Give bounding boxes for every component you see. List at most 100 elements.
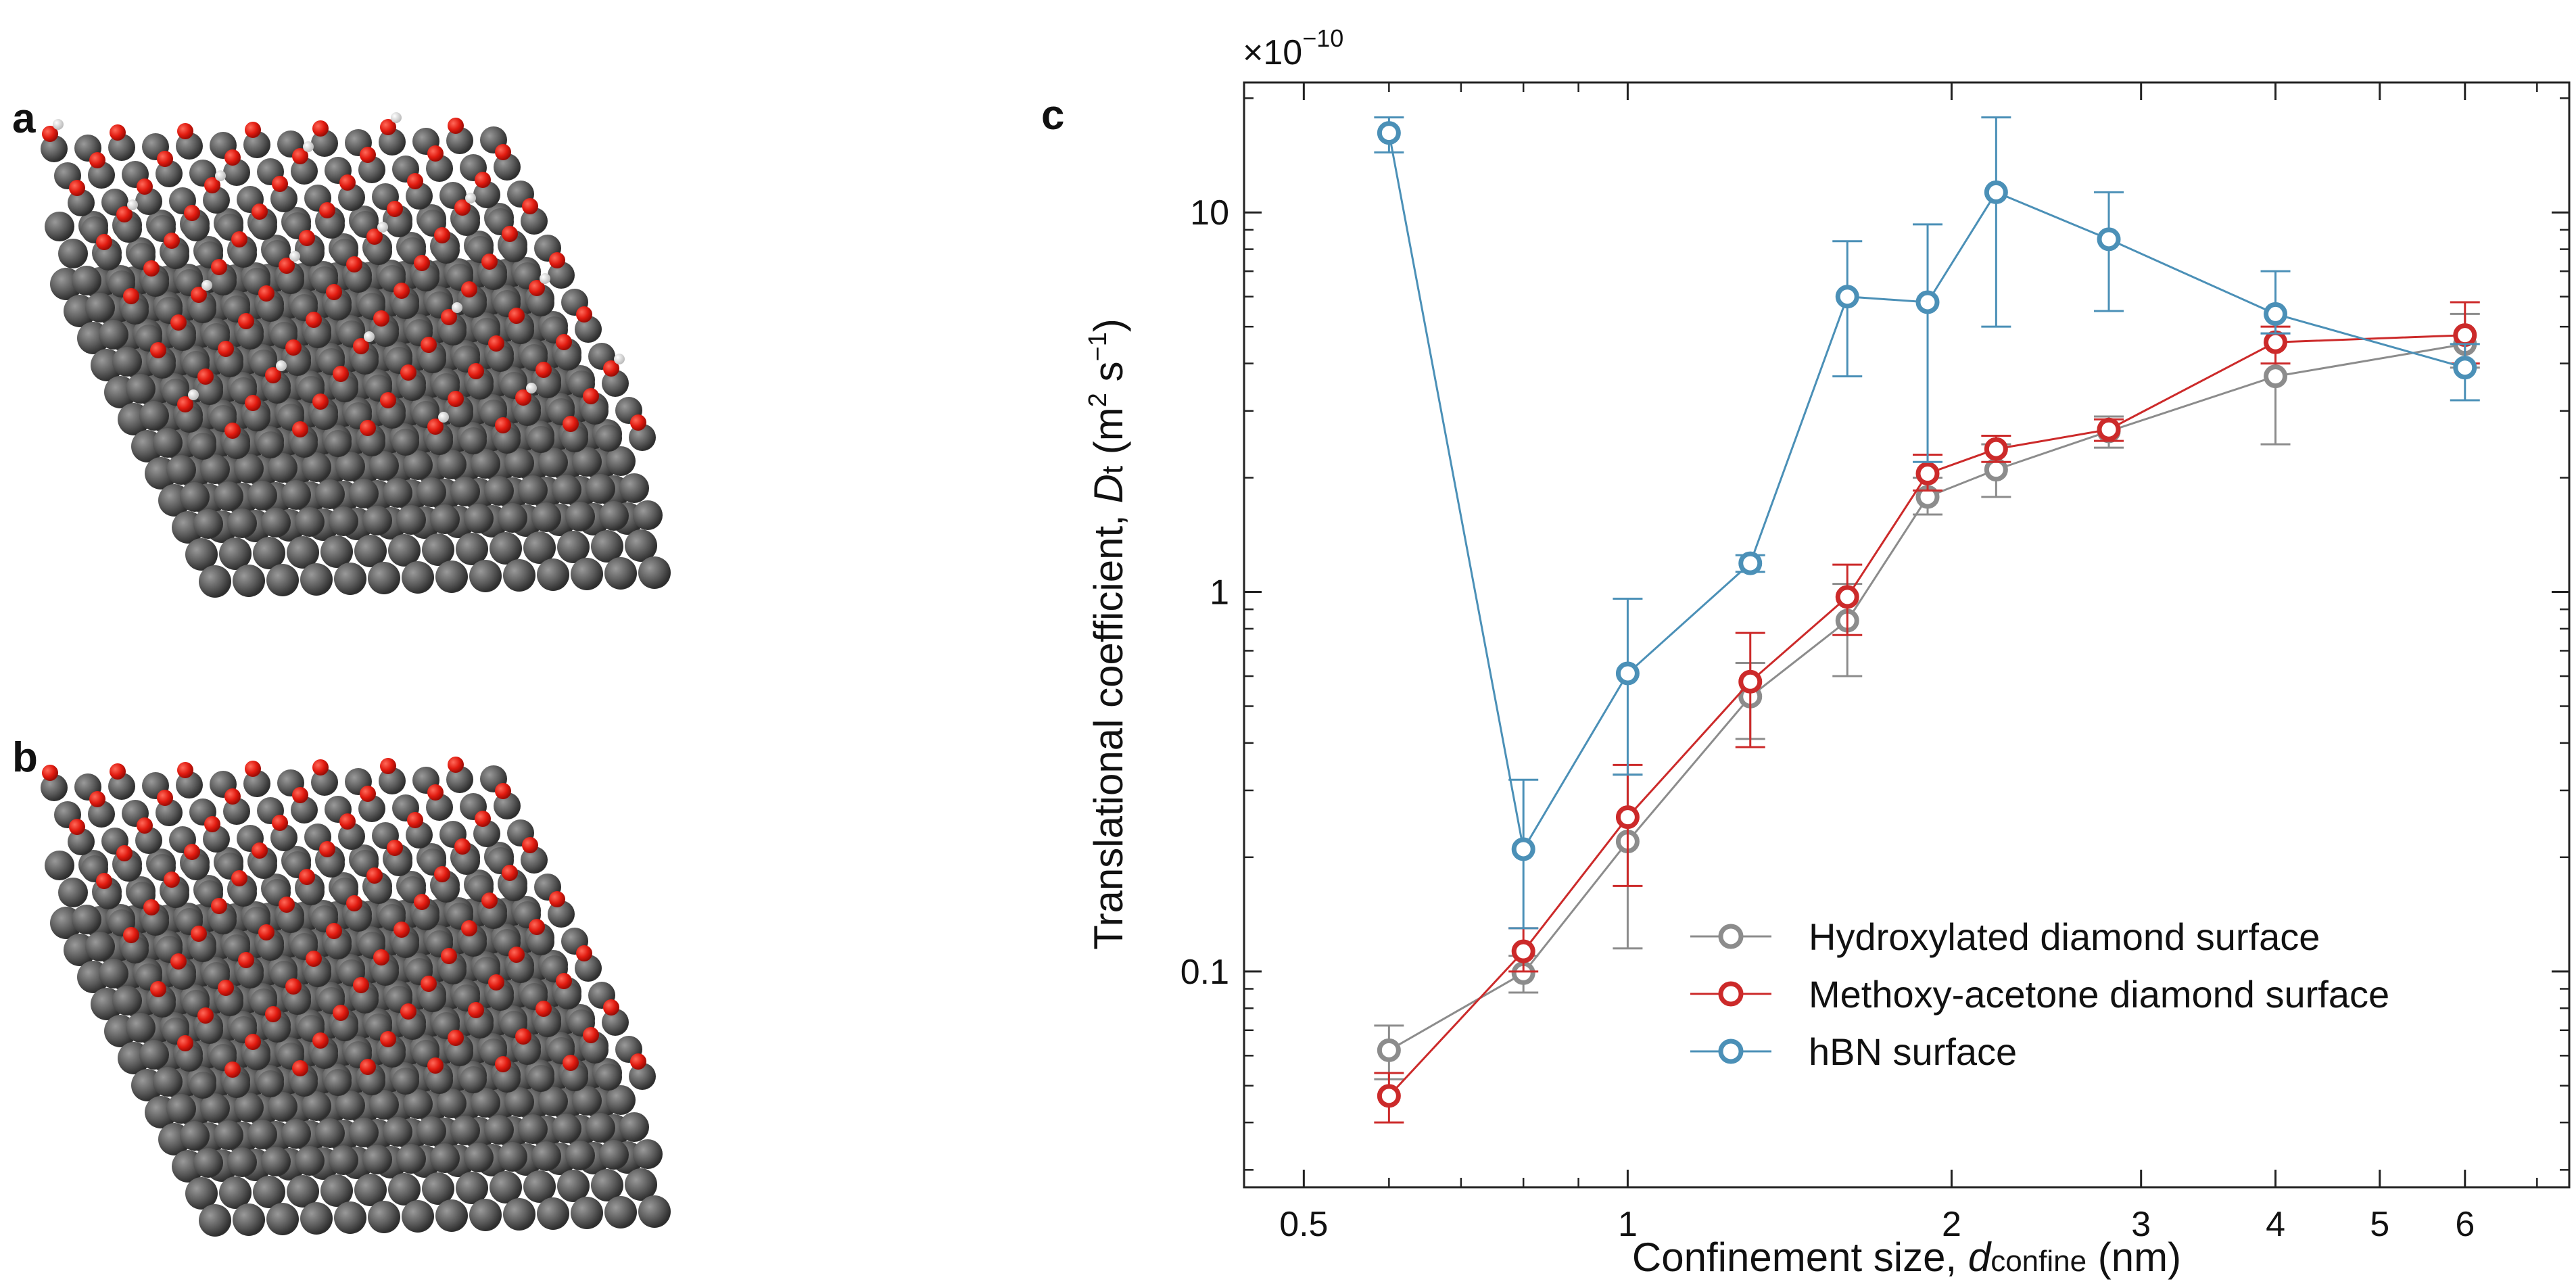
carbon-atom: [268, 453, 297, 483]
carbon-atom: [586, 1113, 615, 1143]
oxygen-atom: [400, 1003, 416, 1020]
carbon-atom: [169, 963, 196, 990]
carbon-atom: [257, 1070, 284, 1097]
carbon-atom: [223, 798, 250, 825]
carbon-atom: [595, 425, 622, 452]
series-1: [1374, 301, 2480, 1124]
data-point: [1511, 837, 1535, 861]
oxygen-atom: [333, 1005, 349, 1021]
carbon-atom: [297, 878, 325, 905]
carbon-atom: [214, 481, 243, 511]
oxygen-atom: [319, 202, 335, 218]
oxygen-atom: [515, 389, 531, 406]
carbon-atom: [270, 185, 297, 212]
carbon-atom: [176, 133, 203, 160]
carbon-atom: [487, 984, 514, 1011]
carbon-atom: [606, 1085, 636, 1115]
oxygen-atom: [184, 844, 200, 860]
carbon-atom: [247, 481, 277, 510]
oxygen-atom: [448, 118, 464, 134]
carbon-atom: [437, 450, 467, 479]
carbon-atom: [494, 153, 521, 181]
oxygen-atom: [123, 927, 139, 943]
carbon-atom: [358, 1068, 385, 1095]
oxygen-atom: [535, 1001, 552, 1017]
oxygen-atom: [481, 892, 498, 909]
carbon-atom: [227, 508, 257, 538]
carbon-atom: [514, 399, 541, 426]
carbon-atom: [264, 377, 291, 404]
oxygen-atom: [353, 338, 369, 354]
carbon-atom: [233, 565, 265, 597]
carbon-atom: [297, 239, 325, 266]
oxygen-atom: [89, 791, 105, 807]
carbon-atom: [416, 477, 446, 507]
oxygen-atom: [630, 414, 646, 431]
carbon-atom: [450, 477, 480, 506]
oxygen-atom: [96, 873, 112, 889]
carbon-atom: [575, 316, 602, 343]
oxygen-atom: [414, 894, 430, 910]
carbon-atom: [189, 935, 216, 962]
oxygen-atom: [224, 788, 241, 805]
carbon-atom: [166, 455, 196, 485]
oxygen-atom: [211, 898, 227, 914]
carbon-atom: [392, 931, 419, 958]
carbon-atom: [219, 538, 252, 570]
carbon-atom: [338, 184, 365, 211]
oxygen-atom: [563, 416, 579, 432]
oxygen-atom: [170, 314, 187, 331]
data-point: [1377, 1038, 1401, 1062]
carbon-atom: [99, 959, 128, 988]
carbon-atom: [565, 502, 595, 531]
carbon-atom: [412, 903, 439, 930]
oxygen-atom: [360, 147, 376, 163]
carbon-atom: [352, 348, 379, 375]
oxygen-atom: [360, 420, 376, 436]
carbon-atom: [334, 563, 366, 595]
hydrogen-atom: [303, 141, 314, 152]
carbon-atom: [504, 448, 534, 478]
oxygen-atom: [279, 258, 295, 274]
oxygen-atom: [549, 252, 565, 268]
carbon-atom: [599, 1140, 629, 1170]
carbon-atom: [561, 425, 588, 452]
carbon-atom: [534, 371, 561, 398]
carbon-atom: [537, 1197, 569, 1230]
carbon-atom: [287, 536, 319, 569]
carbon-atom: [200, 1093, 230, 1123]
carbon-atom: [358, 429, 385, 456]
data-point: [1511, 939, 1535, 963]
oxygen-atom: [427, 145, 444, 162]
x-tick-label: 0.5: [1279, 1205, 1328, 1244]
oxygen-atom: [285, 339, 302, 356]
oxygen-atom: [461, 281, 477, 297]
carbon-atom: [99, 320, 128, 350]
carbon-atom: [216, 350, 243, 377]
data-point: [1984, 458, 2008, 482]
oxygen-atom: [137, 178, 153, 195]
carbon-atom: [149, 352, 176, 379]
carbon-atom: [521, 208, 548, 235]
oxygen-atom: [326, 284, 342, 300]
carbon-atom: [270, 824, 297, 851]
oxygen-atom: [42, 126, 58, 142]
carbon-atom: [392, 292, 419, 319]
oxygen-atom: [427, 419, 444, 435]
carbon-atom: [473, 181, 500, 208]
carbon-atom: [112, 986, 142, 1016]
carbon-atom: [571, 1197, 603, 1229]
oxygen-atom: [157, 151, 173, 167]
carbon-atom: [552, 475, 581, 504]
carbon-atom: [487, 345, 514, 372]
carbon-atom: [518, 475, 548, 505]
oxygen-atom: [116, 845, 133, 861]
data-point: [1915, 462, 1940, 486]
data-point: [2264, 330, 2288, 354]
carbon-atom: [253, 537, 285, 569]
carbon-atom: [85, 932, 115, 961]
x-axis-label: Confinement size, dconfine (nm): [1632, 1235, 2181, 1280]
carbon-atom: [396, 1144, 426, 1174]
data-point: [2453, 356, 2477, 380]
oxygen-atom: [454, 199, 471, 216]
